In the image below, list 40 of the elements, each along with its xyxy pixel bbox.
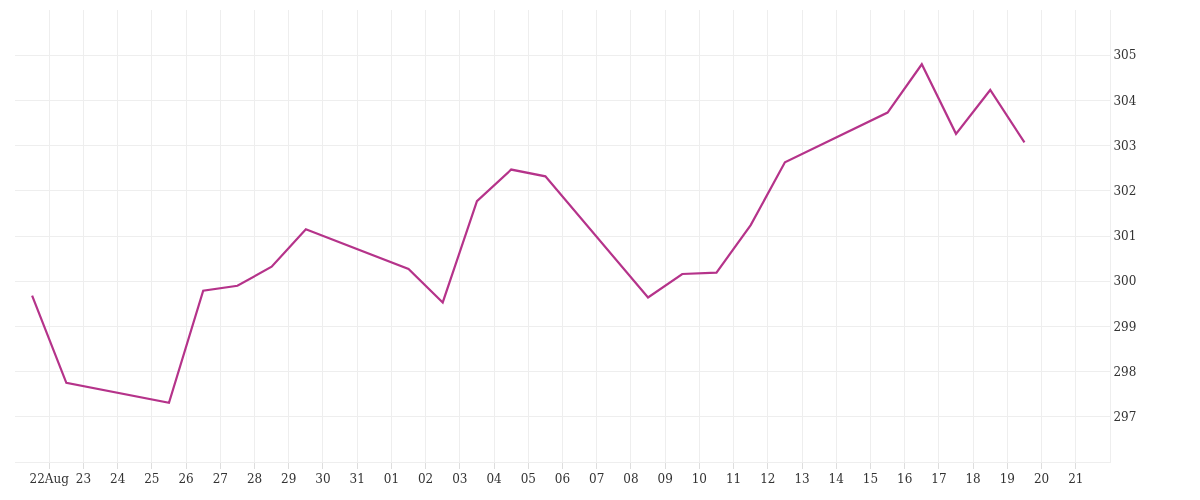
x-tick-label: 20: [1033, 472, 1050, 487]
x-tick-label: 01: [383, 472, 400, 487]
y-tick-label: 301: [1113, 229, 1137, 244]
x-tick-label: 31: [349, 472, 365, 487]
x-tick-label: 04: [486, 472, 503, 487]
x-tick-label: 28: [246, 472, 263, 487]
x-tick-label: 09: [657, 472, 673, 487]
x-tick-label: 13: [794, 472, 810, 487]
x-tick-label: 06: [554, 472, 571, 487]
y-tick-label: 298: [1113, 364, 1137, 379]
x-tick-label: 11: [725, 472, 742, 487]
x-tick-label: 21: [1068, 472, 1084, 487]
x-tick-label: 08: [623, 472, 639, 487]
x-tick-label: 29: [281, 472, 297, 487]
x-tick-label: 17: [931, 472, 947, 487]
y-tick-label: 302: [1113, 184, 1137, 198]
x-tick-label: 22Aug: [29, 472, 70, 487]
x-tick-label: 02: [417, 472, 434, 487]
x-tick-label: 05: [520, 472, 536, 487]
x-tick-label: 18: [965, 472, 981, 487]
x-tick-label: 07: [589, 472, 605, 487]
x-tick-label: 14: [828, 472, 845, 487]
x-tick-label: 27: [212, 472, 228, 487]
y-tick-label: 299: [1113, 319, 1137, 334]
x-tick-label: 23: [75, 472, 92, 487]
y-tick-label: 300: [1113, 274, 1137, 289]
x-tick-label: 24: [110, 472, 126, 487]
x-tick-label: 10: [691, 472, 708, 487]
x-tick-label: 12: [760, 472, 776, 487]
y-tick-label: 297: [1113, 410, 1137, 424]
y-tick-label: 303: [1113, 138, 1137, 153]
y-tick-label: 305: [1113, 48, 1137, 63]
x-tick-label: 15: [862, 472, 879, 487]
x-tick-label: 19: [999, 472, 1015, 487]
x-tick-label: 26: [178, 472, 194, 487]
x-tick-label: 25: [144, 472, 160, 487]
y-tick-label: 304: [1113, 93, 1137, 108]
x-tick-label: 16: [897, 472, 913, 487]
x-tick-label: 03: [452, 472, 468, 487]
x-tick-label: 30: [315, 472, 331, 487]
